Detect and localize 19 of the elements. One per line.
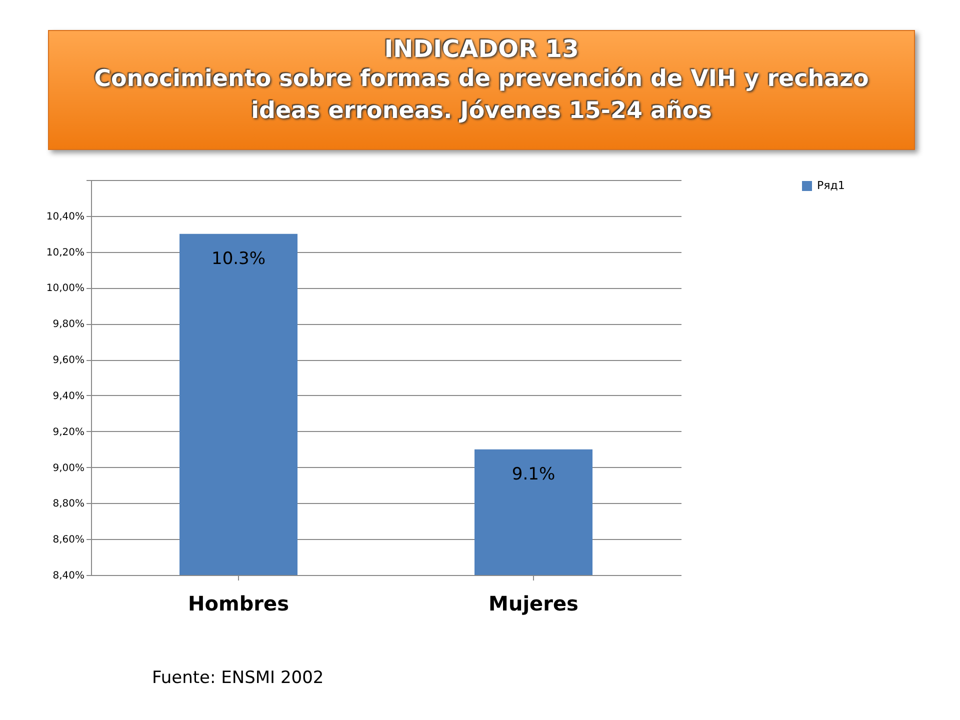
y-tick-label: 10,20% <box>46 247 84 258</box>
y-tick-label: 9,40% <box>52 390 84 402</box>
data-label: 10.3% <box>211 248 266 269</box>
y-tick-label: 9,20% <box>52 426 84 438</box>
chart-title: INDICADOR 13 <box>383 35 580 63</box>
data-label: 9.1% <box>512 464 556 484</box>
y-tick-label: 10,00% <box>46 283 84 294</box>
x-tick-label: Mujeres <box>488 592 578 616</box>
y-tick-label: 9,60% <box>52 355 84 366</box>
chart-subtitle: Conocimiento sobre formas de prevención de VIH y rechazo ideas erroneas. Jóvenes 15-24 años <box>93 65 870 126</box>
y-tick-label: 8,40% <box>52 570 84 582</box>
y-tick-label: 10,40% <box>46 211 84 222</box>
y-tick-label: 9,00% <box>52 462 84 474</box>
x-tick-label: Hombres <box>188 592 289 616</box>
legend-label: Ряд1 <box>817 179 845 192</box>
y-tick-label: 8,80% <box>52 498 84 510</box>
y-tick-label: 9,80% <box>52 319 84 330</box>
source-note: Fuente: ENSMI 2002 <box>152 668 324 688</box>
y-tick-label: 8,60% <box>52 534 84 546</box>
